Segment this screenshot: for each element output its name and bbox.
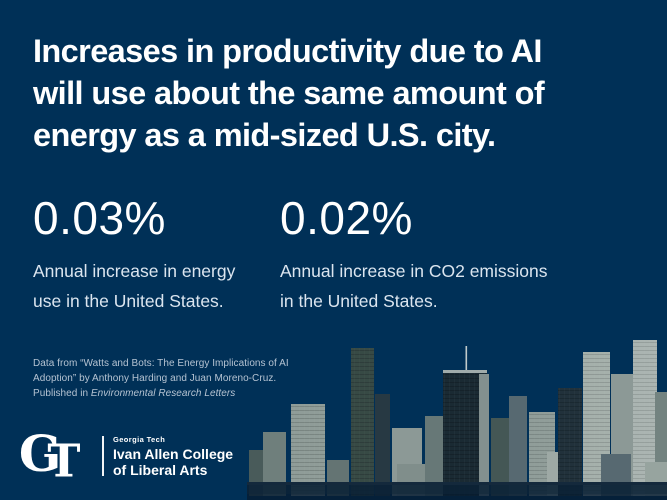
gt-monogram-t: T — [47, 435, 80, 480]
stat-co2-caption: Annual increase in CO2 emissions in the … — [280, 256, 610, 316]
city-skyline-illustration — [247, 340, 667, 500]
headline-line-1: Increases in productivity due to AI — [33, 33, 542, 69]
stat-co2-emissions: 0.02% Annual increase in CO2 emissions i… — [280, 194, 610, 316]
logo-institution-label: Georgia Tech — [113, 434, 166, 444]
source-line-1: Data from “Watts and Bots: The Energy Im… — [33, 358, 289, 369]
gt-monogram-g: G — [20, 432, 61, 480]
logo-college-line-1: Ivan Allen College — [113, 445, 234, 462]
source-line-3: Published in Environmental Research Lett… — [33, 386, 289, 401]
stat-energy-caption-line-2: use in the United States. — [33, 291, 224, 312]
stat-co2-caption-line-2: in the United States. — [280, 291, 438, 312]
logo-college-name: Ivan Allen College of Liberal Arts — [113, 446, 233, 478]
headline-line-2: will use about the same amount of — [33, 75, 545, 111]
source-line-2: Adoption” by Anthony Harding and Juan Mo… — [33, 373, 277, 384]
headline: Increases in productivity due to AI will… — [33, 30, 545, 156]
logo-college-line-2: of Liberal Arts — [113, 461, 208, 478]
skyline-buildings — [247, 340, 667, 500]
stat-co2-value: 0.02% — [280, 192, 413, 244]
source-citation: Data from “Watts and Bots: The Energy Im… — [33, 356, 289, 401]
stat-energy-caption: Annual increase in energy use in the Uni… — [33, 256, 273, 316]
gt-monogram-icon: G T — [20, 432, 80, 480]
georgia-tech-logo: G T Georgia Tech Ivan Allen College of L… — [20, 432, 233, 480]
stat-energy-use: 0.03% Annual increase in energy use in t… — [33, 194, 273, 316]
logo-divider — [102, 436, 104, 476]
source-published-prefix: Published in — [33, 388, 91, 399]
headline-line-3: energy as a mid-sized U.S. city. — [33, 117, 496, 153]
stat-energy-value: 0.03% — [33, 192, 166, 244]
source-journal-name: Environmental Research Letters — [90, 388, 236, 399]
stat-energy-caption-line-1: Annual increase in energy — [33, 261, 236, 282]
logo-text-block: Georgia Tech Ivan Allen College of Liber… — [113, 435, 233, 478]
stat-co2-caption-line-1: Annual increase in CO2 emissions — [280, 261, 548, 282]
